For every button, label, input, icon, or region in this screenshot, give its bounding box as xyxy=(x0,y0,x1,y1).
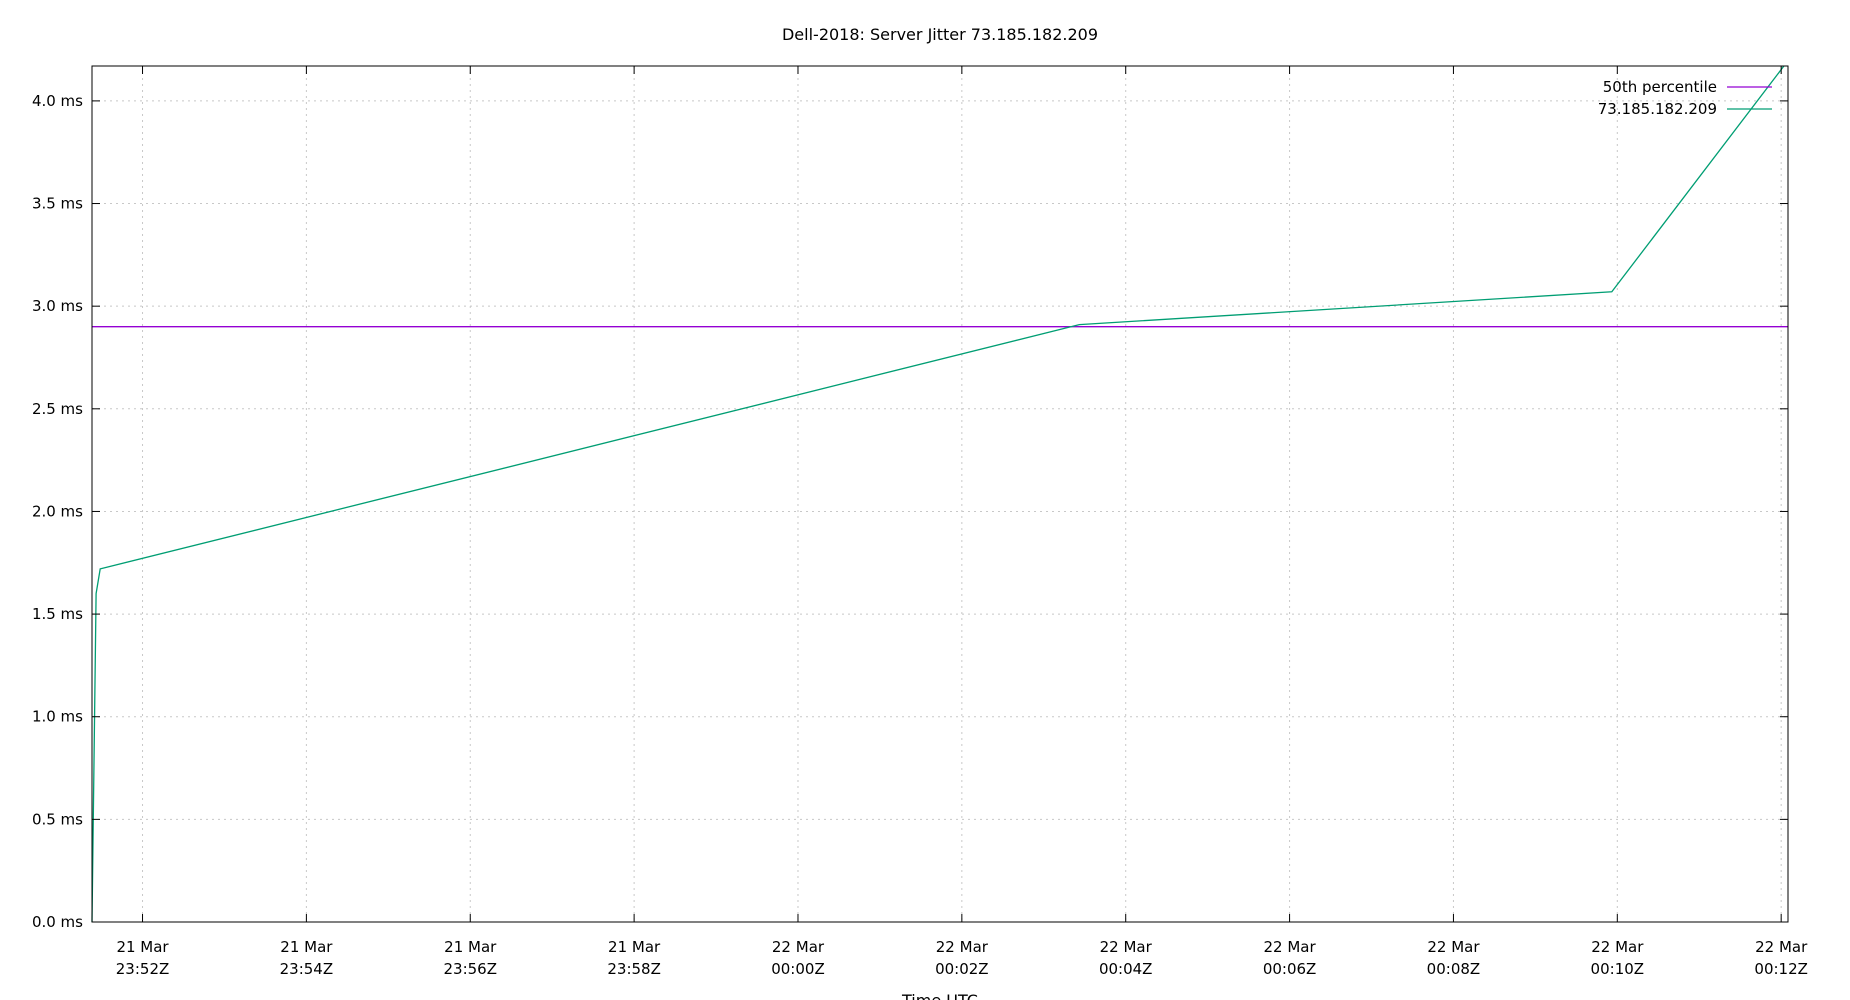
y-axis: 0.0 ms 0.5 ms 1.0 ms 1.5 ms 2.0 ms 2.5 ms 3.0 … xyxy=(32,92,1788,931)
x-tick-label-date: 22 Mar xyxy=(1100,938,1153,956)
y-tick-label: 3.0 ms xyxy=(32,297,83,315)
x-tick-label-date: 22 Mar xyxy=(1427,938,1480,956)
x-tick-label-time: 00:08Z xyxy=(1427,960,1481,978)
legend: 50th percentile 73.185.182.209 xyxy=(1598,78,1772,118)
series-line-1 xyxy=(91,65,1785,923)
x-tick-label-time: 23:58Z xyxy=(607,960,661,978)
chart-title: Dell-2018: Server Jitter 73.185.182.209 xyxy=(782,25,1098,44)
x-tick-label-time: 23:52Z xyxy=(116,960,170,978)
x-tick-label-date: 22 Mar xyxy=(1264,938,1317,956)
x-tick-label-time: 23:56Z xyxy=(443,960,497,978)
y-tick-label: 2.5 ms xyxy=(32,400,83,418)
grid xyxy=(92,66,1788,923)
legend-label-50th-percentile: 50th percentile xyxy=(1603,78,1717,96)
legend-label-73-185-182-209: 73.185.182.209 xyxy=(1598,100,1717,118)
x-tick-label-time: 00:06Z xyxy=(1263,960,1317,978)
x-tick-label-date: 22 Mar xyxy=(1591,938,1644,956)
x-tick-label-time: 23:54Z xyxy=(280,960,334,978)
plot-frame xyxy=(91,65,1789,923)
x-tick-label-time: 00:02Z xyxy=(935,960,989,978)
x-tick-label-time: 00:04Z xyxy=(1099,960,1153,978)
x-tick-label-date: 22 Mar xyxy=(936,938,989,956)
x-tick-label-time: 00:00Z xyxy=(771,960,825,978)
x-tick-label-date: 22 Mar xyxy=(1755,938,1808,956)
y-tick-label: 0.0 ms xyxy=(32,913,83,931)
plot-series xyxy=(91,65,1788,923)
x-tick-label-date: 21 Mar xyxy=(444,938,497,956)
x-axis: 21 Mar 23:52Z 21 Mar 23:54Z 21 Mar 23:56Z 21 M… xyxy=(116,66,1808,978)
y-tick-label: 1.0 ms xyxy=(32,708,83,726)
x-tick-label-date: 21 Mar xyxy=(280,938,333,956)
x-tick-label-time: 00:12Z xyxy=(1754,960,1808,978)
y-tick-label: 4.0 ms xyxy=(32,92,83,110)
y-tick-label: 1.5 ms xyxy=(32,605,83,623)
y-tick-label: 0.5 ms xyxy=(32,810,83,828)
x-axis-label: Time UTC xyxy=(901,991,978,1000)
x-tick-label-date: 21 Mar xyxy=(116,938,169,956)
y-tick-label: 3.5 ms xyxy=(32,195,83,213)
x-tick-label-date: 22 Mar xyxy=(772,938,825,956)
y-tick-label: 2.0 ms xyxy=(32,502,83,520)
x-tick-label-date: 21 Mar xyxy=(608,938,661,956)
x-tick-label-time: 00:10Z xyxy=(1591,960,1645,978)
